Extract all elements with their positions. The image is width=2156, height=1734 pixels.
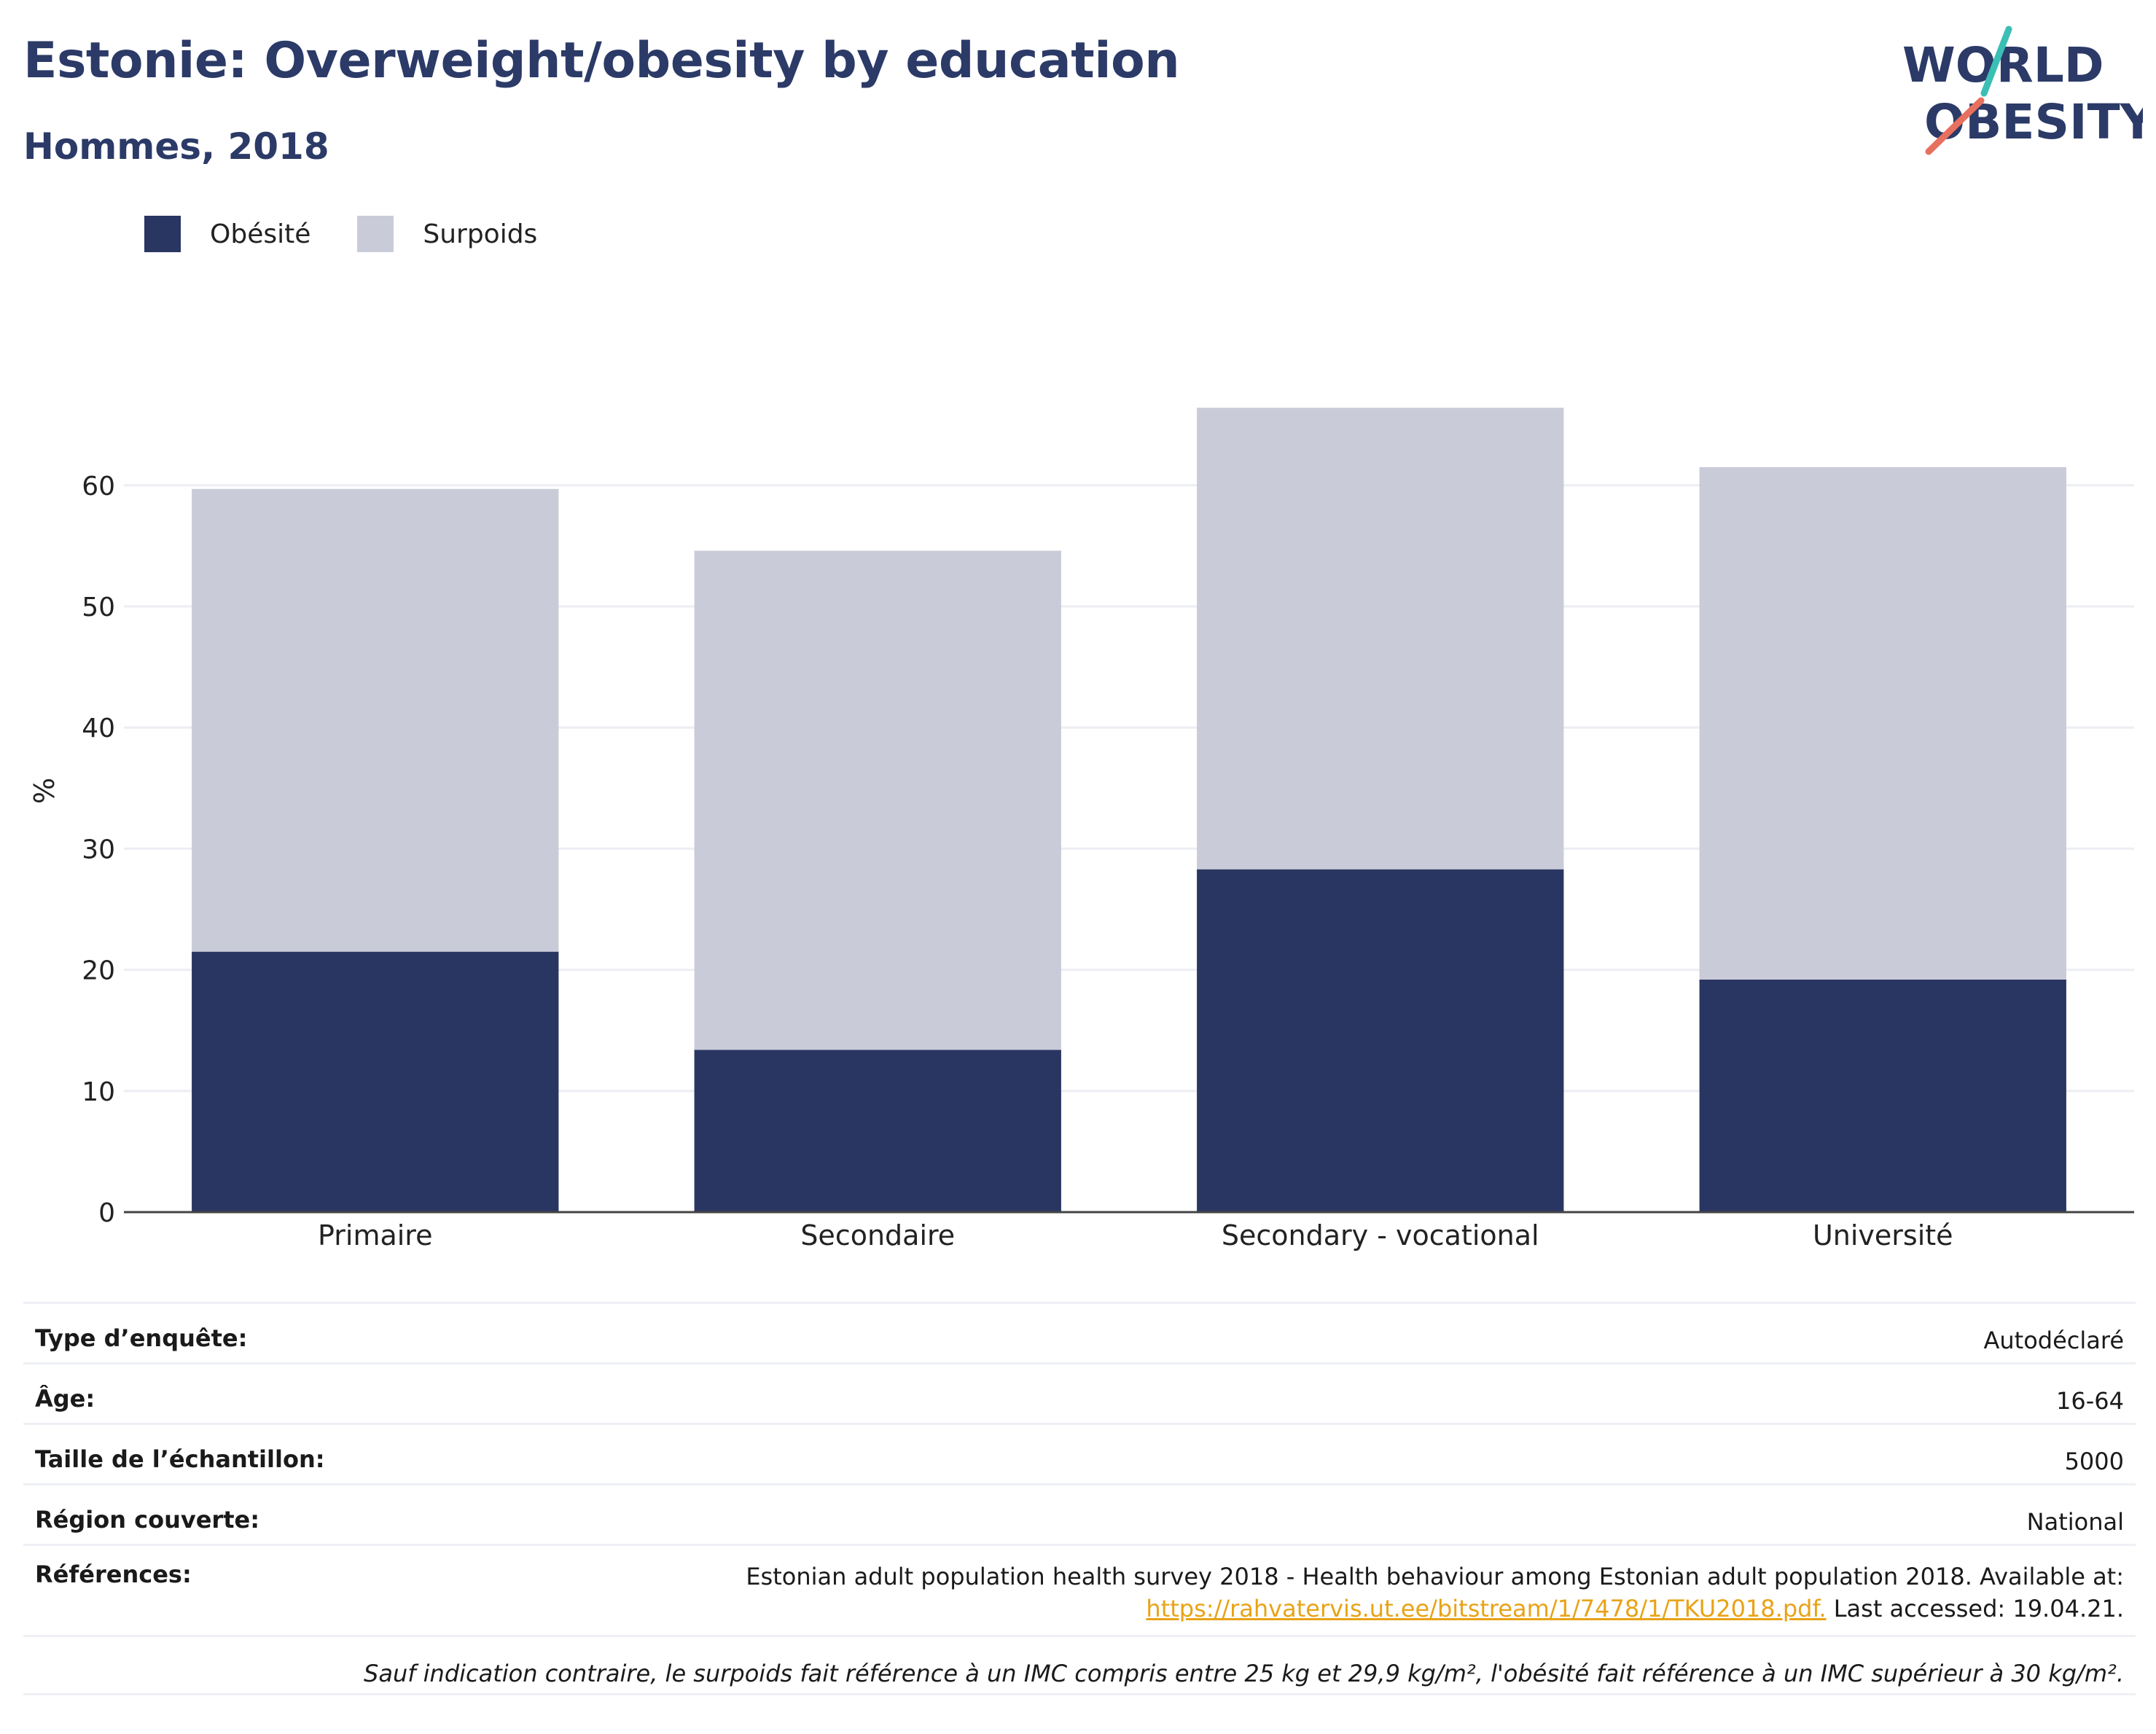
references-last-accessed: Last accessed: 19.04.21. xyxy=(1826,1595,2124,1622)
info-row-footnote: Sauf indication contraire, le surpoids f… xyxy=(23,1635,2136,1695)
survey-info-table: Type d’enquête: Autodéclaré Âge: 16-64 T… xyxy=(23,1302,2136,1695)
info-value: 16-64 xyxy=(2056,1387,2124,1415)
x-tick-label: Primaire xyxy=(318,1219,432,1251)
info-key: Type d’enquête: xyxy=(35,1324,248,1352)
y-tick-label: 30 xyxy=(82,835,115,864)
x-tick-label: Université xyxy=(1813,1219,1953,1251)
y-tick-label: 50 xyxy=(82,593,115,622)
legend-swatch-obesity xyxy=(144,216,181,252)
info-row-survey-type: Type d’enquête: Autodéclaré xyxy=(23,1302,2136,1362)
y-tick-label: 0 xyxy=(98,1198,115,1228)
footnote: Sauf indication contraire, le surpoids f… xyxy=(364,1660,2124,1687)
info-key: Âge: xyxy=(35,1385,95,1413)
logo-slash-teal xyxy=(1980,26,2012,97)
legend-label-overweight: Surpoids xyxy=(423,219,538,249)
bar-chart: 0 10 20 30 40 50 60% Primaire Secondaire Secondar… xyxy=(28,407,2134,1251)
bar-obesity xyxy=(1699,979,2066,1212)
bar-obesity xyxy=(694,1050,1061,1212)
references-link[interactable]: https://rahvatervis.ut.ee/bitstream/1/74… xyxy=(1146,1595,1827,1622)
chart-title: Estonie: Overweight/obesity by education xyxy=(23,32,1180,90)
x-tick-label: Secondaire xyxy=(800,1219,955,1251)
info-value: National xyxy=(2026,1508,2124,1536)
world-obesity-logo: WORLD OBESITY xyxy=(1902,26,2143,155)
references-text: Estonian adult population health survey … xyxy=(746,1561,2124,1625)
legend-label-obesity: Obésité xyxy=(210,219,311,249)
bar-obesity xyxy=(1197,869,1564,1212)
bar-overweight xyxy=(1197,407,1564,870)
y-tick-label: 40 xyxy=(82,714,115,743)
info-value: Autodéclaré xyxy=(1983,1327,2124,1354)
logo-slash-coral xyxy=(1925,97,1985,155)
y-axis-label: % xyxy=(28,778,60,804)
y-tick-label: 60 xyxy=(82,472,115,501)
chart-legend: Obésité Surpoids xyxy=(144,216,584,252)
bar-obesity xyxy=(192,951,559,1212)
bar-overweight xyxy=(192,488,559,952)
bar-overweight xyxy=(694,550,1061,1050)
references-line1: Estonian adult population health survey … xyxy=(746,1563,2124,1590)
info-row-references: Références: Estonian adult population he… xyxy=(23,1544,2136,1635)
y-tick-label: 20 xyxy=(82,956,115,986)
info-value: 5000 xyxy=(2064,1448,2124,1475)
info-row-sample-size: Taille de l’échantillon: 5000 xyxy=(23,1423,2136,1483)
legend-swatch-overweight xyxy=(357,216,394,252)
info-key: Région couverte: xyxy=(35,1506,259,1534)
x-tick-label: Secondary - vocational xyxy=(1222,1219,1539,1251)
info-row-age: Âge: 16-64 xyxy=(23,1362,2136,1423)
legend-item-obesity[interactable]: Obésité xyxy=(144,216,310,252)
chart-subtitle: Hommes, 2018 xyxy=(23,125,329,168)
info-key: Références: xyxy=(35,1561,192,1588)
y-tick-label: 10 xyxy=(82,1077,115,1107)
info-row-region: Région couverte: National xyxy=(23,1483,2136,1544)
bar-overweight xyxy=(1699,466,2066,980)
legend-item-overweight[interactable]: Surpoids xyxy=(357,216,537,252)
info-key: Taille de l’échantillon: xyxy=(35,1445,325,1473)
